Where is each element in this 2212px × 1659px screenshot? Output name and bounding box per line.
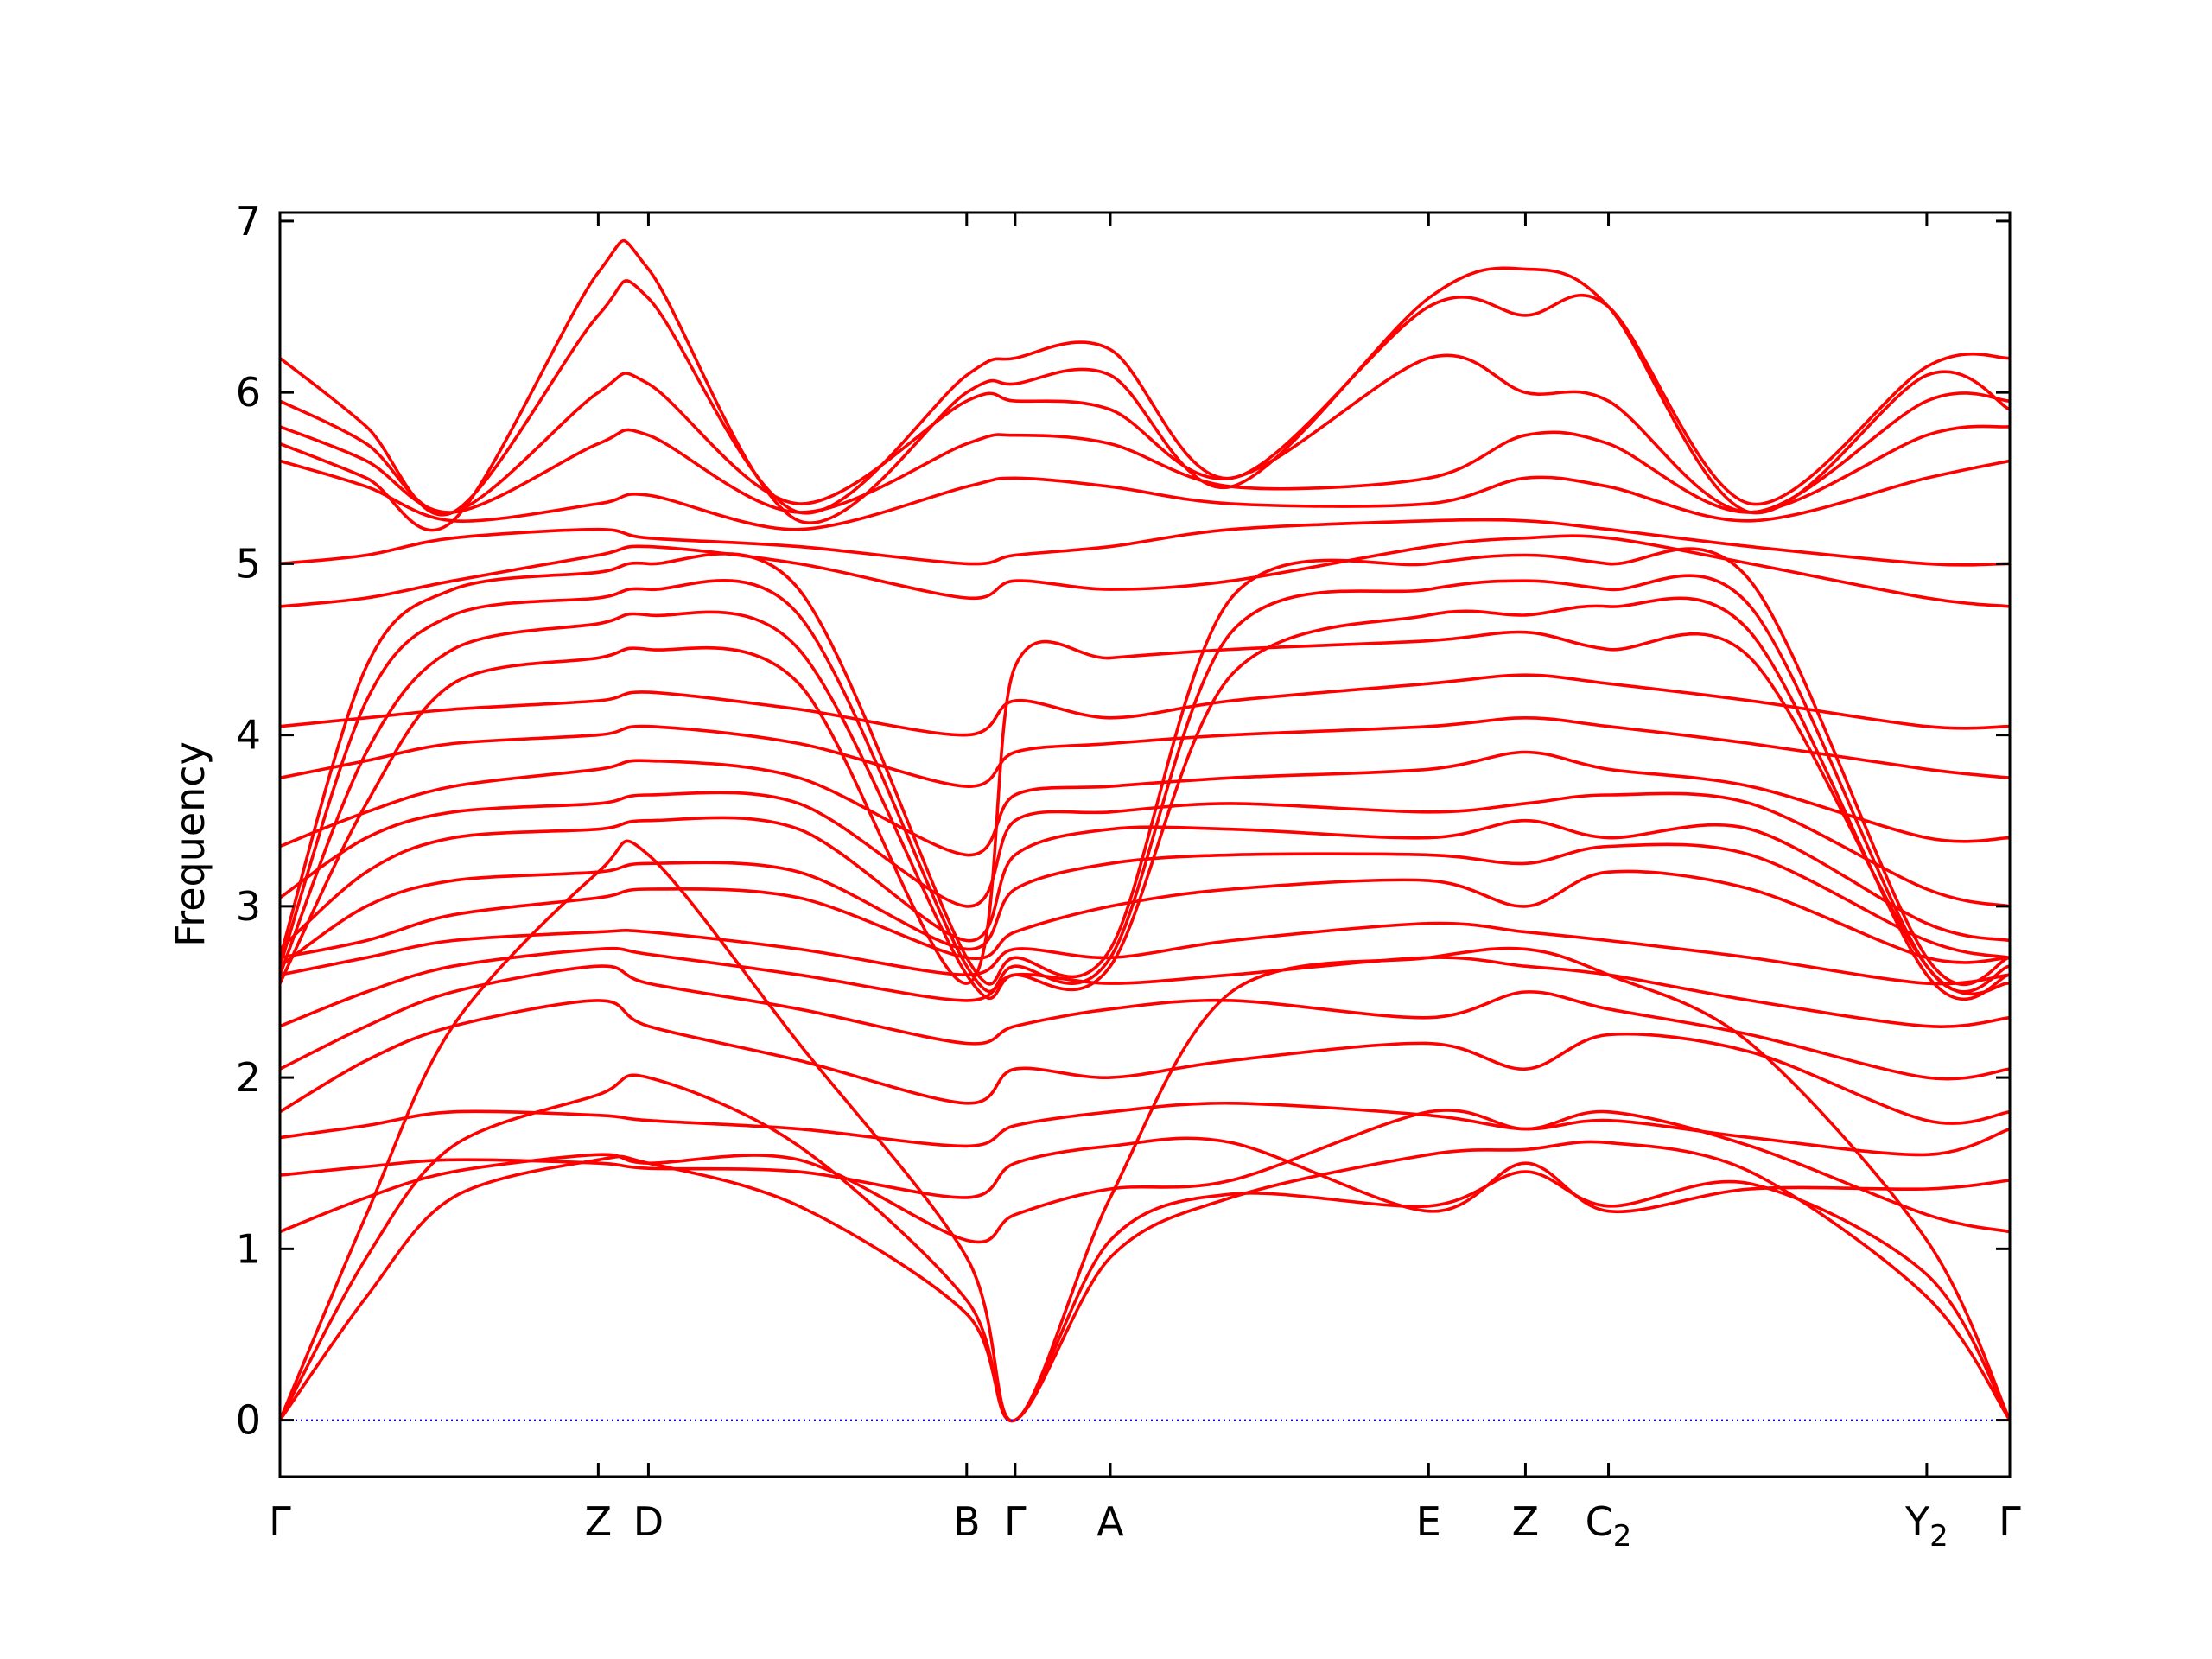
x-tick-label: C2 (1586, 1498, 1632, 1554)
x-tick-label: A (1096, 1498, 1124, 1545)
y-tick-label: 0 (236, 1397, 261, 1444)
x-tick-label: D (633, 1498, 664, 1545)
x-tick-label: Γ (1999, 1498, 2021, 1545)
y-tick-label: 5 (236, 540, 261, 587)
band-line-26 (280, 353, 2010, 515)
y-tick-label: 7 (236, 198, 261, 245)
y-tick-labels: 0 1 2 3 4 5 6 7 (236, 198, 261, 1444)
plot-frame (278, 211, 2012, 1478)
x-tick-labels: Γ Z D B Γ A E Z C2 Y2 Γ (269, 1498, 2021, 1554)
x-tick-label: Γ (1004, 1498, 1027, 1545)
y-tick-label: 6 (236, 369, 261, 416)
x-tick-label: Y2 (1904, 1498, 1948, 1554)
band-line-4 (280, 1109, 2010, 1244)
band-line-1 (280, 1140, 2010, 1423)
band-line-14 (280, 791, 2010, 908)
x-tick-label: Z (1512, 1498, 1540, 1545)
band-lines (280, 238, 2010, 1423)
y-tick-label: 1 (236, 1225, 261, 1272)
band-line-23 (280, 518, 2010, 567)
band-line-22 (280, 534, 2010, 608)
band-line-21 (280, 547, 2010, 987)
band-line-28 (280, 238, 2010, 532)
y-tick-label: 4 (236, 712, 261, 759)
band-line-10 (280, 921, 2010, 986)
band-line-16 (280, 716, 2010, 788)
band-line-24 (280, 459, 2010, 531)
x-tick-label: E (1416, 1498, 1441, 1545)
band-line-25 (280, 424, 2010, 514)
band-line-13 (280, 816, 2010, 950)
x-tick-label: Γ (269, 1498, 291, 1545)
band-line-17 (280, 673, 2010, 737)
band-line-20 (280, 574, 2010, 994)
band-line-15 (280, 750, 2010, 857)
band-line-19 (280, 596, 2010, 1001)
band-line-6 (280, 1101, 2010, 1157)
band-line-18 (280, 630, 2010, 996)
y-axis-label: Frequency (167, 741, 213, 947)
band-line-3 (280, 839, 2010, 1422)
band-line-2 (280, 1073, 2010, 1423)
band-line-5 (280, 1136, 2010, 1214)
band-line-9 (280, 946, 2010, 1028)
axis-ticks (278, 213, 2012, 1477)
band-line-8 (280, 964, 2010, 1081)
band-line-7 (280, 999, 2010, 1125)
band-line-11 (280, 869, 2010, 964)
band-line-12 (280, 842, 2010, 968)
y-tick-label: 2 (236, 1054, 261, 1101)
x-tick-label: B (953, 1498, 981, 1545)
band-line-27 (280, 279, 2010, 517)
x-tick-label: Z (585, 1498, 613, 1545)
y-tick-label: 3 (236, 883, 261, 930)
